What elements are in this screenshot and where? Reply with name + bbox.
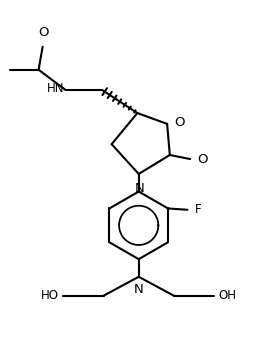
Text: HO: HO [41,289,59,302]
Text: N: N [135,182,145,194]
Text: O: O [39,26,49,39]
Text: O: O [198,153,208,166]
Text: N: N [134,283,144,296]
Text: HN: HN [47,82,64,95]
Text: O: O [175,116,185,129]
Text: F: F [195,203,202,216]
Text: OH: OH [218,289,237,302]
